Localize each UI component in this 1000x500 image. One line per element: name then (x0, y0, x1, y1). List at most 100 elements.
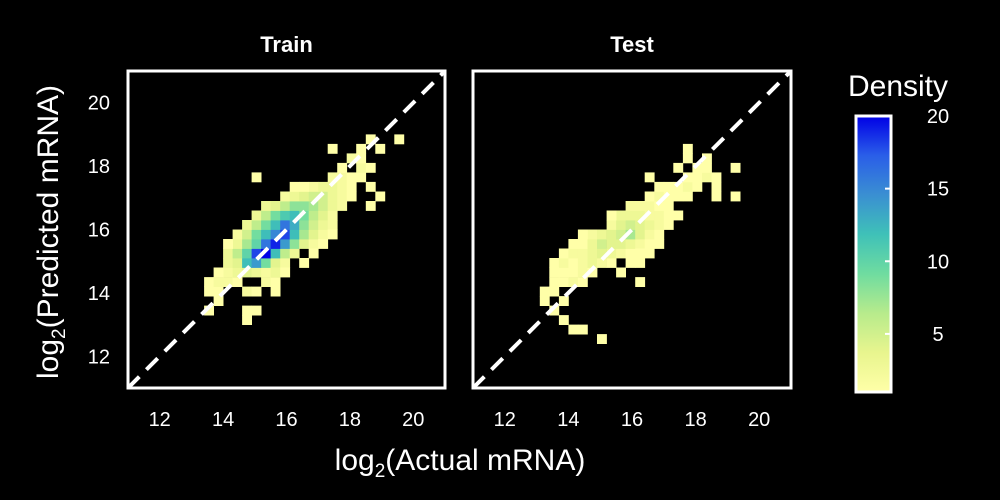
density-cell (692, 181, 703, 192)
density-cell (577, 258, 588, 268)
density-cell (337, 201, 348, 211)
density-cell (577, 267, 588, 278)
density-cell (308, 191, 319, 202)
density-cell (635, 229, 646, 240)
y-axis-label: log2(Predicted mRNA) (32, 85, 70, 379)
density-cell (730, 162, 741, 173)
density-cell (597, 229, 607, 240)
density-cell (242, 315, 252, 325)
density-cell (223, 277, 233, 287)
density-cell (327, 191, 338, 202)
density-cell (654, 229, 665, 240)
density-cell (289, 191, 300, 202)
density-cell (232, 258, 243, 268)
density-cell (568, 277, 579, 287)
density-cell (663, 201, 674, 211)
density-cell (635, 258, 646, 268)
density-cell (346, 153, 357, 164)
density-cell (568, 258, 579, 268)
density-cell (587, 248, 598, 259)
density-cell (337, 172, 348, 183)
density-cell (654, 191, 665, 202)
density-cell (308, 201, 319, 211)
density-cell (280, 258, 291, 268)
density-cell (558, 248, 569, 259)
density-cell (558, 258, 569, 268)
density-cell (635, 277, 646, 287)
density-cell (261, 258, 271, 268)
density-cell (682, 153, 693, 164)
density-cell (673, 162, 684, 173)
density-cell (616, 248, 626, 259)
density-cell (299, 201, 310, 211)
density-cell (673, 181, 684, 192)
density-cell (654, 239, 665, 249)
density-cell (549, 286, 560, 297)
density-cell (682, 191, 693, 202)
density-cell (635, 210, 646, 221)
density-cell (682, 172, 693, 183)
density-cell (270, 258, 281, 268)
identity-line (471, 71, 791, 390)
density-cell (299, 210, 310, 221)
density-cell (375, 191, 386, 202)
density-cell (289, 210, 300, 221)
density-cell (558, 315, 569, 325)
density-cell (558, 296, 569, 306)
density-cell (270, 220, 281, 230)
density-cell (539, 296, 550, 306)
density-cell (606, 248, 617, 259)
density-cell (654, 210, 665, 221)
density-cell (318, 191, 329, 202)
density-cell (280, 229, 291, 240)
density-cell (625, 210, 636, 221)
density-cell (308, 220, 319, 230)
density-cell (232, 229, 243, 240)
x-tick-label: 16 (621, 409, 643, 431)
density-cell (730, 191, 741, 202)
density-cell (654, 201, 665, 211)
density-cell (644, 172, 655, 183)
x-tick-label: 20 (748, 409, 770, 431)
density-cell (289, 229, 300, 240)
density-cell (308, 248, 319, 259)
density-cell (375, 143, 386, 154)
density-cell (242, 239, 252, 249)
density-cell (223, 248, 233, 259)
heatmap-cells (204, 134, 405, 325)
x-tick-label: 16 (275, 409, 297, 431)
density-cell (280, 210, 291, 221)
density-cell (682, 143, 693, 154)
density-cell (204, 286, 214, 297)
density-cell (549, 305, 560, 316)
density-cell (549, 258, 560, 268)
density-cell (299, 181, 310, 192)
density-cell (616, 239, 626, 249)
density-cell (346, 181, 357, 192)
density-cell (625, 201, 636, 211)
density-cell (365, 201, 376, 211)
density-cell (270, 201, 281, 211)
density-cell (289, 201, 300, 211)
density-cell (251, 172, 262, 183)
density-cell (213, 286, 224, 297)
density-cell (261, 220, 271, 230)
density-cell (318, 220, 329, 230)
density-cell (270, 277, 281, 287)
density-cell (337, 191, 348, 202)
density-cell (346, 172, 357, 183)
density-cell (261, 248, 271, 259)
density-cell (232, 248, 243, 259)
colorbar-title: Density (848, 70, 948, 103)
density-cell (270, 229, 281, 240)
density-cell (365, 162, 376, 173)
density-cell (663, 220, 674, 230)
density-cell (327, 229, 338, 240)
colorbar-legend: Density 20 15 10 5 (848, 70, 949, 394)
density-cell (356, 143, 367, 154)
density-cell (597, 334, 607, 344)
density-cell (308, 229, 319, 240)
density-cell (606, 210, 617, 221)
density-cell (308, 181, 319, 192)
density-cell (606, 229, 617, 240)
